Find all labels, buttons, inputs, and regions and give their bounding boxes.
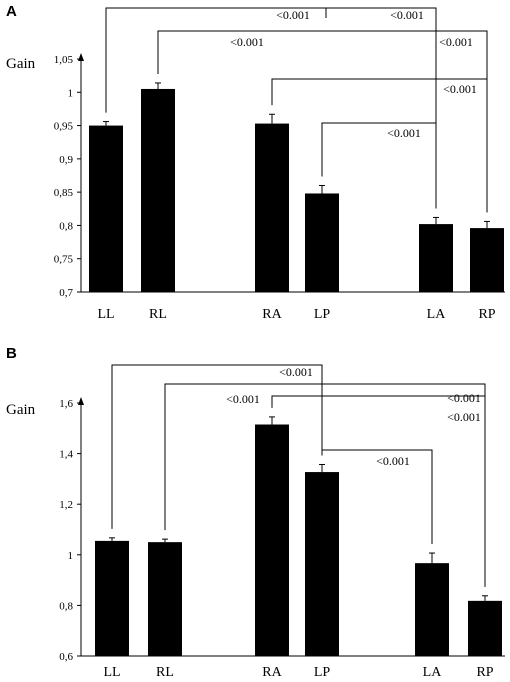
- bar-RA: [255, 123, 289, 293]
- comparison-bracket-LP-LA: [321, 449, 433, 545]
- bar-RP: [468, 600, 502, 656]
- y-axis-arrow: [78, 53, 84, 61]
- comparison-p-value-label: <0.001: [443, 82, 477, 96]
- comparison-p-value-label: <0.001: [439, 35, 473, 49]
- y-tick-label: 1,6: [59, 398, 73, 410]
- y-tick-label: 0,75: [54, 254, 74, 266]
- comparison-p-value-label: <0.001: [279, 365, 313, 379]
- bar-LP: [305, 193, 339, 292]
- y-tick-label: 1: [68, 550, 74, 562]
- category-label-RL: RL: [149, 307, 167, 322]
- y-tick-label: 0,6: [59, 651, 73, 663]
- y-tick-label: 1: [68, 87, 74, 99]
- y-tick-label: 0,7: [59, 287, 73, 299]
- comparison-bracket-RA-RP: [271, 78, 488, 213]
- y-tick-label: 0,8: [59, 220, 73, 232]
- category-label-LP: LP: [314, 665, 331, 680]
- category-label-LA: LA: [423, 665, 443, 680]
- panel-A-letter: A: [6, 3, 17, 20]
- comparison-p-value-label: <0.001: [447, 410, 481, 424]
- panel-B-ylabel: Gain: [6, 402, 36, 418]
- bar-LP: [305, 472, 339, 656]
- bar-LL: [95, 540, 129, 656]
- bar-RA: [255, 424, 289, 656]
- comparison-bracket-RA-RP: [271, 395, 486, 587]
- bar-LA: [419, 224, 453, 292]
- comparison-p-value-label: <0.001: [376, 454, 410, 468]
- comparison-p-value-label: <0.001: [226, 392, 260, 406]
- bar-LL: [89, 125, 123, 292]
- panel-A-ylabel: Gain: [6, 56, 36, 72]
- y-tick-label: 1,4: [59, 449, 73, 461]
- category-label-LP: LP: [314, 307, 331, 322]
- y-tick-label: 0,95: [54, 121, 74, 133]
- panel-B-letter: B: [6, 345, 17, 362]
- comparison-p-value-label: <0.001: [390, 8, 424, 22]
- bar-RL: [148, 542, 182, 656]
- comparison-bracket-LL-LA: [105, 7, 437, 209]
- y-tick-label: 0,8: [59, 600, 73, 612]
- category-label-RA: RA: [262, 665, 282, 680]
- y-tick-label: 1,2: [59, 499, 73, 511]
- comparison-p-value-label: <0.001: [447, 391, 481, 405]
- y-tick-label: 0,9: [59, 154, 73, 166]
- category-label-RL: RL: [156, 665, 174, 680]
- category-label-LA: LA: [427, 307, 447, 322]
- y-tick-label: 1,05: [54, 54, 74, 66]
- y-axis-arrow: [78, 397, 84, 405]
- bar-RL: [141, 88, 175, 292]
- comparison-p-value-label: <0.001: [276, 8, 310, 22]
- comparison-bracket-LP-LA: [321, 122, 437, 209]
- comparison-p-value-label: <0.001: [230, 35, 264, 49]
- category-label-RP: RP: [478, 307, 495, 322]
- comparison-p-value-label: <0.001: [387, 126, 421, 140]
- bar-LA: [415, 563, 449, 656]
- comparison-bracket-LL-LP: [111, 364, 323, 529]
- y-tick-label: 0,85: [54, 187, 74, 199]
- category-label-RP: RP: [476, 665, 493, 680]
- bar-RP: [470, 228, 504, 292]
- category-label-LL: LL: [103, 665, 120, 680]
- category-label-LL: LL: [97, 307, 114, 322]
- category-label-RA: RA: [262, 307, 282, 322]
